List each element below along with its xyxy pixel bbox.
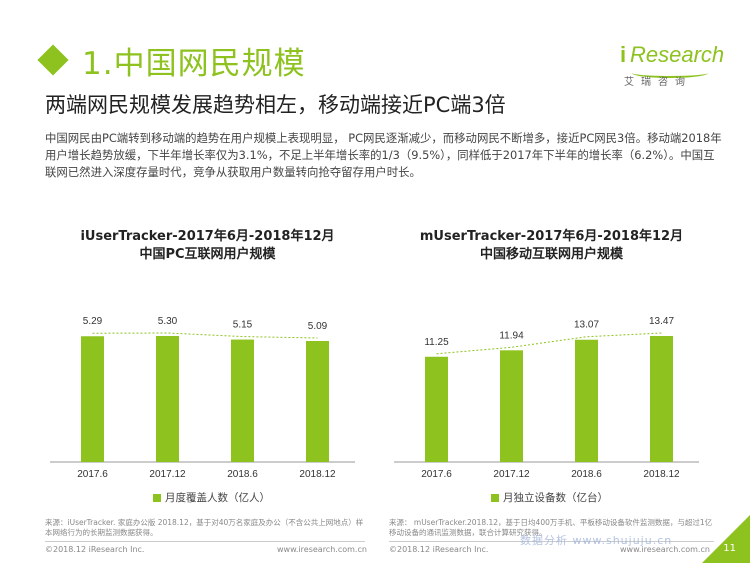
x-tick-label: 2017.12 bbox=[149, 469, 186, 480]
copyright-right: ©2018.12 iResearch Inc. bbox=[389, 545, 489, 554]
x-tick-label: 2018.6 bbox=[227, 469, 258, 480]
copyright-left: ©2018.12 iResearch Inc. bbox=[45, 545, 145, 554]
chart-subtitle: 中国PC互联网用户规模 bbox=[139, 247, 276, 262]
description-paragraph: 中国网民由PC端转到移动端的趋势在用户规模上表现明显， PC网民逐渐减少，而移动… bbox=[45, 131, 722, 179]
bar-value-label: 13.07 bbox=[574, 320, 599, 331]
bar-value-label: 5.30 bbox=[158, 316, 178, 327]
page-subtitle: 两端网民规模发展趋势相左，移动端接近PC端3倍 bbox=[45, 93, 506, 117]
x-tick-label: 2018.12 bbox=[299, 469, 336, 480]
legend-swatch bbox=[153, 493, 161, 502]
logo-subtitle: 艾瑞咨询 bbox=[624, 77, 692, 88]
watermark: 数据分析 www.shujuju.cn bbox=[520, 534, 673, 547]
bar-2018.12 bbox=[650, 336, 673, 462]
chart-title: mUserTracker-2017年6月-2018年12月 bbox=[419, 229, 684, 244]
bar-value-label: 5.15 bbox=[233, 320, 253, 331]
source-footnote-right: 来源： mUserTracker.2018.12，基于日均400万手机、平板移动… bbox=[389, 518, 713, 537]
trend-line bbox=[92, 332, 318, 339]
iresearch-logo: i Research 艾瑞咨询 bbox=[614, 38, 724, 88]
bar-value-label: 5.29 bbox=[83, 316, 103, 327]
x-tick-label: 2017.6 bbox=[421, 469, 452, 480]
legend-label: 月度覆盖人数（亿人） bbox=[165, 492, 270, 504]
url-left: www.iresearch.com.cn bbox=[277, 545, 367, 554]
diamond-bullet-icon bbox=[37, 44, 69, 76]
trend-line bbox=[436, 332, 662, 355]
bar-2017.6 bbox=[81, 336, 104, 462]
corner-triangle-decoration bbox=[702, 515, 750, 563]
x-tick-label: 2017.12 bbox=[493, 469, 530, 480]
footer-divider-left bbox=[45, 541, 365, 542]
bar-2018.12 bbox=[306, 340, 329, 462]
pc-users-bars: 5.29 2017.6 5.30 2017.12 5.15 2018.6 5.09 2018.… bbox=[50, 316, 355, 480]
chart-title: iUserTracker-2017年6月-2018年12月 bbox=[80, 229, 335, 244]
bar-value-label: 5.09 bbox=[308, 321, 328, 332]
bar-value-label: 11.94 bbox=[499, 330, 524, 341]
source-footnote-left: 来源：iUserTracker. 家庭办公版 2018.12，基于对40万名家庭… bbox=[45, 518, 364, 537]
x-tick-label: 2017.6 bbox=[77, 469, 108, 480]
chart-legend: 月度覆盖人数（亿人） bbox=[153, 490, 270, 505]
bar-value-label: 11.25 bbox=[424, 337, 449, 348]
bar-2018.6 bbox=[575, 339, 598, 462]
url-right: www.iresearch.com.cn bbox=[620, 545, 710, 554]
x-tick-label: 2018.12 bbox=[643, 469, 680, 480]
bar-2017.12 bbox=[500, 350, 523, 462]
mobile-users-chart: mUserTracker-2017年6月-2018年12月 中国移动互联网用户规… bbox=[389, 228, 714, 508]
page-number: 11 bbox=[723, 543, 736, 554]
mobile-users-bars: 11.25 2017.6 11.94 2017.12 13.07 2018.6 13.47 2… bbox=[394, 316, 699, 480]
legend-swatch bbox=[491, 493, 499, 502]
chart-subtitle: 中国移动互联网用户规模 bbox=[479, 247, 623, 262]
page-title: 1.中国网民规模 bbox=[37, 38, 306, 82]
x-tick-label: 2018.6 bbox=[571, 469, 602, 480]
bar-2017.12 bbox=[156, 336, 179, 462]
bar-value-label: 13.47 bbox=[649, 316, 674, 327]
logo-text: Research bbox=[630, 42, 725, 67]
bar-2017.6 bbox=[425, 356, 448, 462]
chart-legend: 月独立设备数（亿台） bbox=[491, 490, 608, 505]
legend-label: 月独立设备数（亿台） bbox=[503, 492, 608, 504]
logo-arc-icon bbox=[632, 68, 708, 78]
logo-i: i bbox=[620, 42, 627, 67]
pc-users-chart: iUserTracker-2017年6月-2018年12月 中国PC互联网用户规… bbox=[45, 228, 370, 508]
page-title-text: 1.中国网民规模 bbox=[82, 45, 306, 82]
footer-divider-right bbox=[389, 541, 714, 542]
bar-2018.6 bbox=[231, 339, 254, 462]
